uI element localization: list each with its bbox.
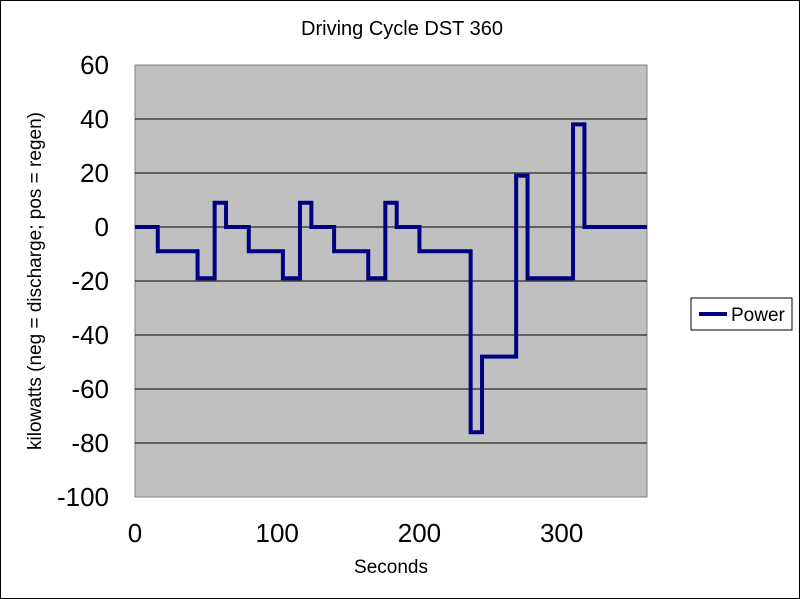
x-tick-label: 0	[128, 518, 142, 548]
grid-lines	[135, 118, 647, 444]
x-tick-label: 100	[256, 518, 299, 548]
x-axis-ticks: 0 100 200 300	[128, 518, 584, 548]
y-tick-label: 20	[80, 158, 109, 188]
y-tick-label: 0	[95, 212, 109, 242]
x-tick-label: 200	[398, 518, 441, 548]
x-axis-label: Seconds	[354, 557, 428, 578]
legend: Power	[690, 297, 793, 331]
y-axis-ticks: 60 40 20 0 -20 -40 -60 -80 -100	[57, 50, 109, 512]
y-tick-label: -20	[71, 266, 109, 296]
y-tick-label: -60	[71, 374, 109, 404]
y-tick-label: -100	[57, 482, 109, 512]
y-tick-label: -80	[71, 428, 109, 458]
y-tick-label: -40	[71, 320, 109, 350]
series-line-power	[135, 122, 647, 435]
y-tick-label: 40	[80, 104, 109, 134]
legend-label-power: Power	[731, 305, 786, 326]
y-tick-label: 60	[80, 50, 109, 80]
x-tick-label: 300	[540, 518, 583, 548]
y-axis-label: kilowatts (neg = discharge; pos = regen)	[25, 112, 46, 450]
chart-title: Driving Cycle DST 360	[301, 18, 503, 40]
